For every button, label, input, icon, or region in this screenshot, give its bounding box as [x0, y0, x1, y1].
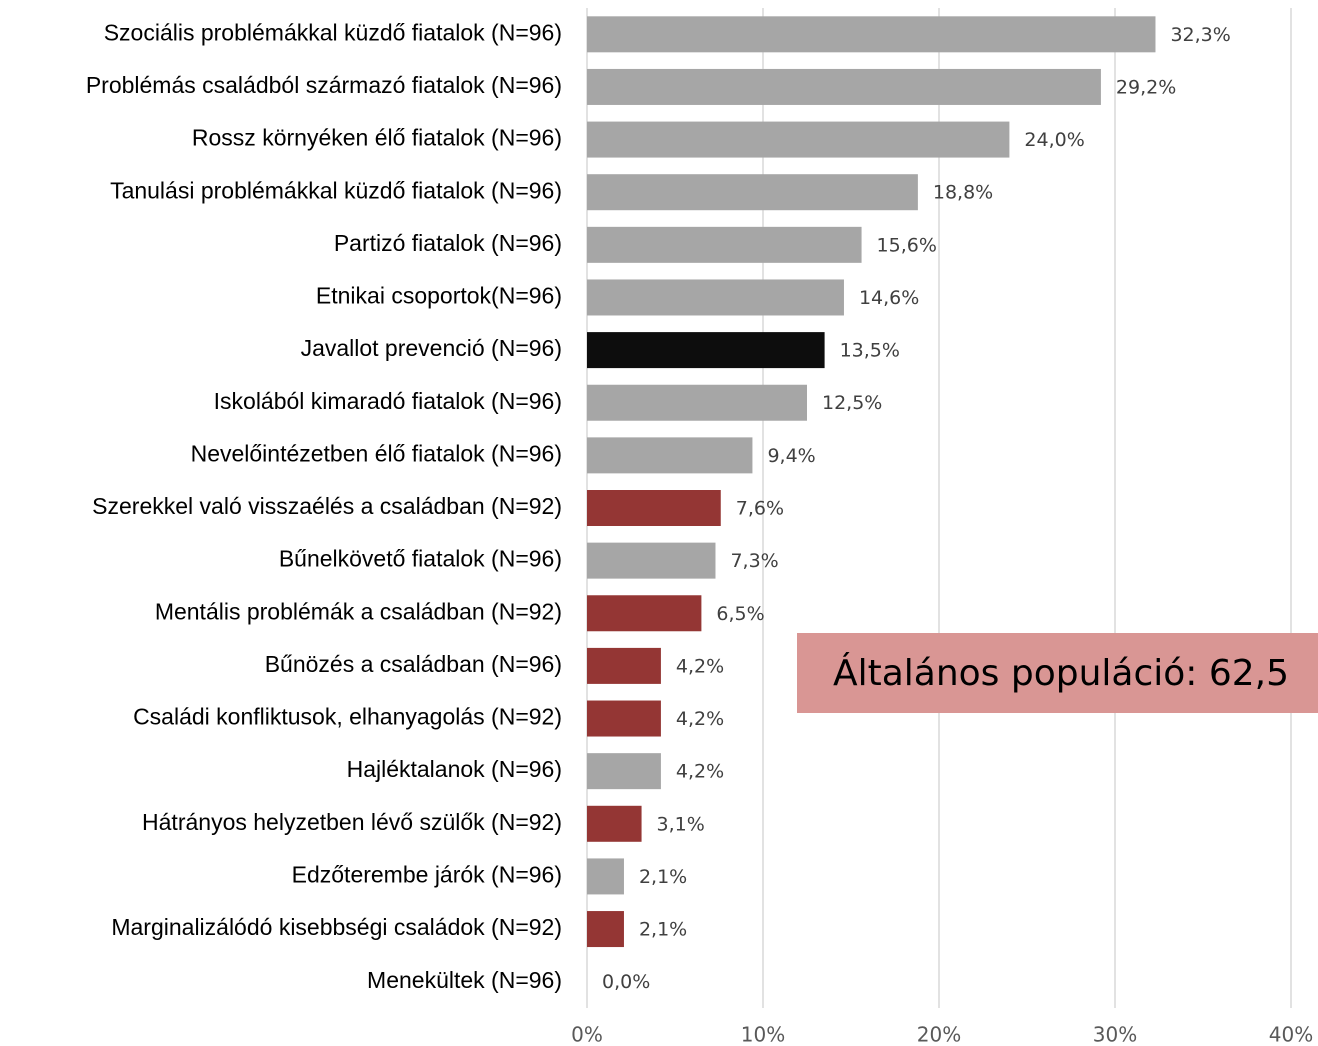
- value-label: 24,0%: [1024, 129, 1084, 151]
- value-label: 0,0%: [602, 971, 650, 993]
- value-label: 4,2%: [676, 655, 724, 677]
- bar: [587, 647, 661, 684]
- value-label: 3,1%: [657, 813, 705, 835]
- value-label: 2,1%: [639, 866, 687, 888]
- category-label: Etnikai csoportok(N=96): [316, 283, 562, 309]
- value-label: 7,6%: [736, 498, 784, 520]
- category-label: Javallot prevenció (N=96): [301, 335, 562, 361]
- value-label: 14,6%: [859, 287, 919, 309]
- bar: [587, 858, 624, 895]
- category-label: Bűnelkövető fiatalok (N=96): [279, 546, 562, 572]
- bar: [587, 332, 825, 369]
- bar: [587, 384, 807, 421]
- bar: [587, 542, 716, 579]
- annotation-box: [797, 633, 1318, 713]
- value-label: 4,2%: [676, 708, 724, 730]
- bar: [587, 805, 642, 842]
- value-label: 13,5%: [840, 340, 900, 362]
- value-label: 32,3%: [1170, 24, 1230, 46]
- bar: [587, 16, 1156, 53]
- category-label: Nevelőintézetben élő fiatalok (N=96): [191, 440, 562, 466]
- category-label: Tanulási problémákkal küzdő fiatalok (N=…: [110, 177, 562, 203]
- value-label: 2,1%: [639, 919, 687, 941]
- bar: [587, 911, 624, 948]
- x-tick-label: 10%: [741, 1023, 785, 1046]
- value-label: 9,4%: [767, 445, 815, 467]
- x-tick-label: 30%: [1093, 1023, 1137, 1046]
- value-label: 6,5%: [716, 603, 764, 625]
- value-label: 29,2%: [1116, 76, 1176, 98]
- bar: [587, 68, 1101, 105]
- value-label: 15,6%: [877, 234, 937, 256]
- category-label: Problémás családból származó fiatalok (N…: [86, 72, 562, 98]
- category-label: Szociális problémákkal küzdő fiatalok (N…: [104, 19, 562, 45]
- category-label: Iskolából kimaradó fiatalok (N=96): [214, 388, 562, 414]
- category-label: Edzőterembe járók (N=96): [292, 861, 562, 887]
- annotation: Általános populáció: 62,5: [833, 652, 1289, 694]
- category-label: Marginalizálódó kisebbségi családok (N=9…: [111, 914, 562, 940]
- bar: [587, 753, 661, 790]
- value-label: 4,2%: [676, 761, 724, 783]
- category-label: Bűnözés a családban (N=96): [265, 651, 562, 677]
- category-label: Családi konfliktusok, elhanyagolás (N=92…: [133, 704, 562, 730]
- bar: [587, 490, 721, 526]
- bar: [587, 700, 661, 737]
- bar: [587, 595, 702, 632]
- bar: [587, 279, 844, 316]
- value-label: 18,8%: [933, 182, 993, 204]
- category-label: Mentális problémák a családban (N=92): [155, 598, 562, 624]
- bar: [587, 174, 918, 211]
- category-label: Hajléktalanok (N=96): [347, 756, 562, 782]
- value-label: 12,5%: [822, 392, 882, 414]
- category-label: Menekültek (N=96): [367, 967, 562, 993]
- x-tick-label: 0%: [571, 1023, 603, 1046]
- bar: [587, 437, 753, 474]
- x-tick-label: 20%: [917, 1023, 961, 1046]
- category-label: Rossz környéken élő fiatalok (N=96): [192, 125, 562, 151]
- x-tick-label: 40%: [1269, 1023, 1313, 1046]
- category-label: Partizó fiatalok (N=96): [334, 230, 562, 256]
- value-label: 7,3%: [730, 550, 778, 572]
- bar: [587, 121, 1010, 158]
- category-label: Szerekkel való visszaélés a családban (N…: [92, 493, 562, 519]
- category-label: Hátrányos helyzetben lévő szülők (N=92): [142, 809, 562, 835]
- bar: [587, 226, 862, 263]
